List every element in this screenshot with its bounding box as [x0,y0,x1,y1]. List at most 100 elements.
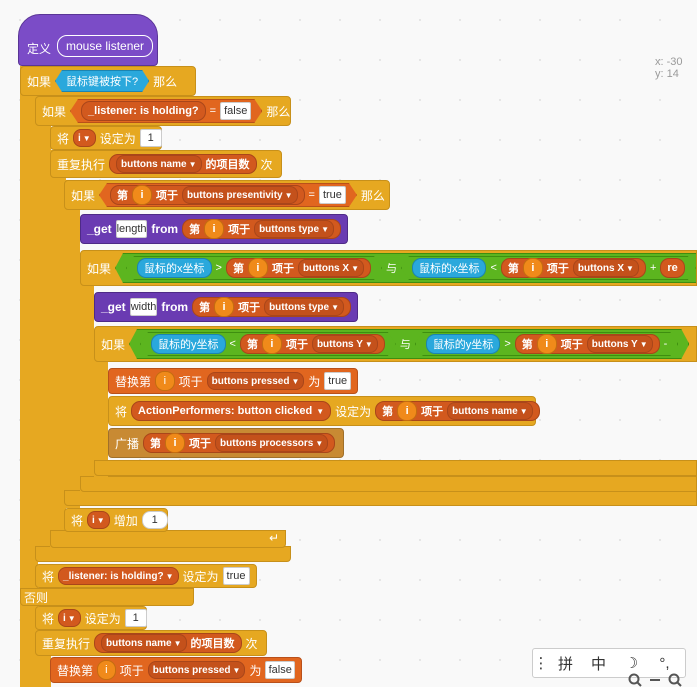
index-variable[interactable]: i [97,660,116,680]
value-input[interactable]: 1 [124,609,147,627]
equals-operator[interactable]: _listener: is holding? = false [70,99,262,123]
value-input[interactable]: true [222,567,250,585]
list-dropdown[interactable]: buttons X ▼ [573,259,639,277]
change-i-block[interactable]: 将 i ▼ 增加 1 [64,508,168,532]
list-dropdown[interactable]: buttons processors ▼ [215,434,329,452]
list-dropdown[interactable]: buttons type ▼ [264,298,344,316]
index-variable[interactable]: i [523,258,543,278]
list-dropdown[interactable]: buttons pressed ▼ [206,372,305,390]
item-of-list-reporter[interactable]: 第 i 项于 buttons presentivity ▼ [110,185,305,205]
and-operator[interactable]: 鼠标的x坐标 > 第 i 项于 buttons X ▼ 与 鼠标的x坐标 < 第 … [115,253,697,283]
if-mouse-down-block[interactable]: 如果 鼠标键被按下? 那么 [20,66,196,96]
value-input[interactable]: 1 [139,129,162,147]
zoom-out-icon[interactable] [668,673,682,687]
zoom-reset-icon[interactable] [648,673,662,687]
list-dropdown[interactable]: buttons X ▼ [298,259,364,277]
greater-than-operator[interactable]: 鼠标的y坐标 > 第 i 项于 buttons Y ▼ - [415,332,678,356]
index-variable[interactable]: i [204,219,225,239]
list-dropdown[interactable]: buttons name ▼ [447,402,533,420]
list-dropdown[interactable]: buttons type ▼ [254,220,334,238]
index-variable[interactable]: i [248,258,268,278]
custom-block-name[interactable]: mouse listener [57,35,154,57]
broadcast-block[interactable]: 广播 第 i 项于 buttons processors ▼ [108,428,344,458]
index-variable[interactable]: i [132,185,152,205]
value-input[interactable]: 1 [141,511,168,529]
of-label: 项于 [560,339,583,351]
replace-item-block[interactable]: 替换第 i 项于 buttons pressed ▼ 为 true [108,368,358,394]
mouse-x-sensor[interactable]: 鼠标的x坐标 [412,258,487,278]
zoom-in-icon[interactable] [628,673,642,687]
if-holding-block[interactable]: 如果 _listener: is holding? = false 那么 [35,96,291,126]
list-length-reporter[interactable]: buttons name ▼ 的项目数 [94,633,242,653]
greater-than-operator[interactable]: 鼠标的x坐标 > 第 i 项于 buttons X ▼ [126,256,382,280]
list-dropdown[interactable]: buttons name ▼ [116,155,202,173]
list-length-reporter[interactable]: buttons name ▼ 的项目数 [109,154,257,174]
if-y-block[interactable]: 如果 鼠标的y坐标 < 第 i 项于 buttons Y ▼ 与 鼠标的y坐标 >… [94,326,697,362]
pinyin-mode-button[interactable]: 拼 [557,655,573,673]
if-visible-block[interactable]: 如果 第 i 项于 buttons presentivity ▼ = true 那… [64,180,390,210]
get-width-block[interactable]: _get width from 第 i 项于 buttons type ▼ [94,292,358,322]
mouse-y-sensor[interactable]: 鼠标的y坐标 [151,334,226,354]
index-variable[interactable]: i [262,334,282,354]
value-input[interactable]: true [324,372,351,390]
list-dropdown[interactable]: buttons name ▼ [101,634,187,652]
index-variable[interactable]: i [165,433,186,453]
value-input[interactable]: false [265,661,295,679]
index-variable[interactable]: i [155,371,175,391]
item-of-list-reporter[interactable]: 第 i 项于 buttons X ▼ [226,258,371,278]
toolbar-grip-icon[interactable]: ⋮ [533,655,549,672]
true-value-input[interactable]: true [319,186,346,204]
list-name: buttons Y [591,338,638,350]
field-input[interactable]: width [129,298,158,316]
and-operator[interactable]: 鼠标的y坐标 < 第 i 项于 buttons Y ▼ 与 鼠标的y坐标 > 第 … [129,329,689,359]
field-input[interactable]: length [115,220,148,238]
less-than-operator[interactable]: 鼠标的y坐标 < 第 i 项于 buttons Y ▼ [140,332,396,356]
repeat-block[interactable]: 重复执行 buttons name ▼ 的项目数 次 [50,150,282,178]
replace-item-block[interactable]: 替换第 i 项于 buttons pressed ▼ 为 false [50,657,302,683]
less-than-operator[interactable]: 鼠标的x坐标 < 第 i 项于 buttons X ▼ + re [401,256,696,280]
item-of-list-reporter[interactable]: 第 i 项于 buttons type ▼ [182,219,341,239]
item-of-list-reporter[interactable]: 第 i 项于 buttons Y ▼ [515,334,660,354]
set-holding-block[interactable]: 将 _listener: is holding? ▼ 设定为 true [35,564,257,588]
item-of-list-reporter[interactable]: 第 i 项于 buttons name ▼ [375,401,540,421]
index-variable[interactable]: i [537,334,557,354]
item-of-list-reporter[interactable]: 第 i 项于 buttons Y ▼ [240,334,385,354]
set-label: 将 [71,513,84,528]
variable-dropdown[interactable]: i ▼ [73,129,96,147]
clipped-reporter[interactable]: re [660,258,684,278]
list-dropdown[interactable]: buttons presentivity ▼ [182,186,298,204]
set-action-block[interactable]: 将 ActionPerformers: button clicked ▼ 设定为 … [108,396,540,426]
item-of-list-reporter[interactable]: 第 i 项于 buttons processors ▼ [143,433,336,453]
define-hat-block[interactable]: 定义 mouse listener [18,14,158,66]
holding-variable[interactable]: _listener: is holding? [81,101,206,121]
variable-dropdown[interactable]: _listener: is holding? ▼ [58,567,179,585]
mouse-down-sensor[interactable]: 鼠标键被按下? [55,70,149,92]
if-x-block[interactable]: 如果 鼠标的x坐标 > 第 i 项于 buttons X ▼ 与 鼠标的x坐标 <… [80,250,697,286]
set-i-block[interactable]: 将 i ▼ 设定为 1 [50,126,162,150]
half-width-moon-icon[interactable]: ☽ [624,655,639,672]
list-dropdown[interactable]: buttons Y ▼ [312,335,378,353]
punctuation-mode-button[interactable]: °, [659,654,670,672]
if-x-arm [80,253,94,493]
repeat-block[interactable]: 重复执行 buttons name ▼ 的项目数 次 [35,630,267,656]
set-i-block[interactable]: 将 i ▼ 设定为 1 [35,606,147,630]
ime-toolbar[interactable]: ⋮ 拼 中 ☽ °, [532,648,686,678]
chinese-mode-button[interactable]: 中 [590,655,606,673]
false-value-input[interactable]: false [220,102,251,120]
variable-dropdown[interactable]: i ▼ [58,609,81,627]
mouse-x-sensor[interactable]: 鼠标的x坐标 [137,258,212,278]
variable-dropdown[interactable]: i ▼ [87,511,110,529]
variable-name: i [63,612,66,624]
get-length-block[interactable]: _get length from 第 i 项于 buttons type ▼ [80,214,348,244]
from-label: from [161,300,189,314]
item-of-list-reporter[interactable]: 第 i 项于 buttons type ▼ [192,297,351,317]
mouse-y-sensor[interactable]: 鼠标的y坐标 [426,334,501,354]
item-of-list-reporter[interactable]: 第 i 项于 buttons X ▼ [501,258,646,278]
index-variable[interactable]: i [397,401,418,421]
index-variable[interactable]: i [214,297,235,317]
equals-operator[interactable]: 第 i 项于 buttons presentivity ▼ = true [99,183,357,207]
list-dropdown[interactable]: buttons Y ▼ [587,335,653,353]
list-dropdown[interactable]: buttons pressed ▼ [147,661,246,679]
get-label: _get [87,222,112,236]
variable-dropdown[interactable]: ActionPerformers: button clicked ▼ [131,401,332,421]
